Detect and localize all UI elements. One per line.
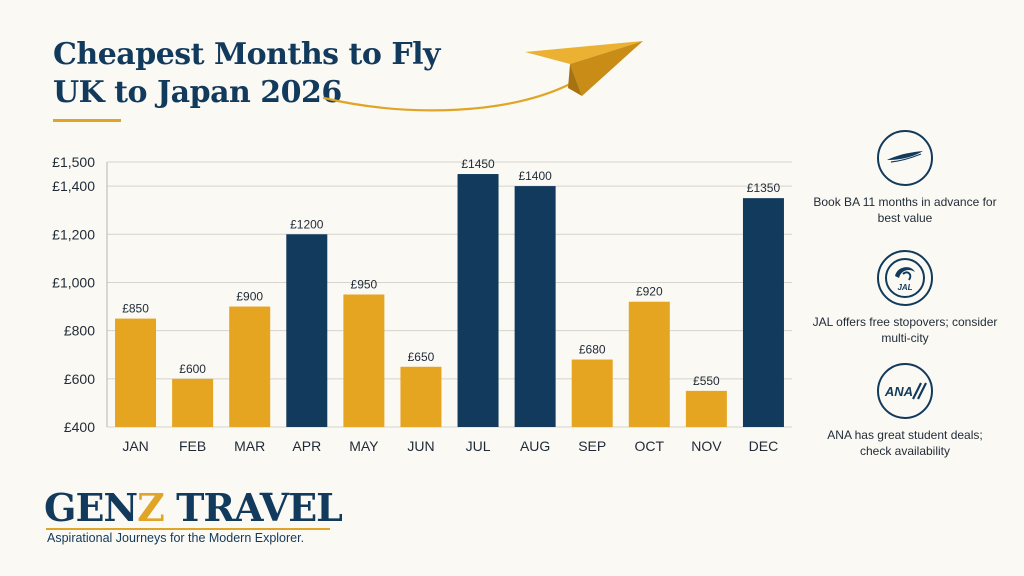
labels-layer: £400 £600 £800 £1,000 £1,200 £1,400 £1,500 £850… <box>52 154 780 454</box>
brand-logo: GENZ TRAVEL <box>44 485 343 530</box>
bar-value-label: £1450 <box>461 157 495 171</box>
y-tick-label: £600 <box>64 371 95 387</box>
jal-icon: JAL <box>877 250 933 306</box>
tip-jal: JAL JAL offers free stopovers; consider … <box>812 250 998 346</box>
brand-underline <box>46 528 330 530</box>
price-bar-chart: £400 £600 £800 £1,000 £1,200 £1,400 £1,500 £850… <box>52 154 792 454</box>
bar-value-label: £900 <box>236 290 263 304</box>
bar-may <box>343 294 385 427</box>
bar-jul <box>457 174 499 427</box>
y-tick-label: £1,500 <box>52 154 95 170</box>
title-line-1: Cheapest Months to Fly <box>53 37 440 72</box>
y-tick-label: £1,200 <box>52 226 95 242</box>
bar-nov <box>685 390 727 427</box>
bar-value-label: £950 <box>351 278 378 292</box>
bar-feb <box>172 378 214 427</box>
plane-fold <box>568 64 582 96</box>
title-underline <box>53 119 121 122</box>
x-tick-label: AUG <box>520 438 550 454</box>
page-title: Cheapest Months to Fly UK to Japan 2026 <box>53 36 440 112</box>
brand-tagline: Aspirational Journeys for the Modern Exp… <box>47 531 305 545</box>
x-tick-label: NOV <box>691 438 722 454</box>
bar-mar <box>229 306 271 427</box>
grid-layer <box>106 161 792 428</box>
x-tick-label: DEC <box>749 438 779 454</box>
bar-oct <box>628 301 670 427</box>
tip-ana: ANA ANA has great student deals; check a… <box>812 363 998 459</box>
bar-jun <box>400 366 442 427</box>
tip-text: Book BA 11 months in advance for best va… <box>813 195 997 225</box>
x-tick-label: MAR <box>234 438 265 454</box>
bar-value-label: £1350 <box>747 181 781 195</box>
y-tick-label: £800 <box>64 323 95 339</box>
paper-plane-icon <box>322 41 643 112</box>
x-tick-label: JUL <box>466 438 491 454</box>
ana-logo-text: ANA <box>884 384 913 399</box>
bar-aug <box>514 186 556 427</box>
bar-value-label: £550 <box>693 374 720 388</box>
brand-part-2: TRAVEL <box>163 485 343 530</box>
bar-jan <box>115 318 157 427</box>
x-tick-label: JAN <box>122 438 148 454</box>
bar-sep <box>571 359 613 427</box>
x-tick-label: JUN <box>407 438 434 454</box>
plane-top-wing <box>525 41 643 64</box>
british-airways-icon <box>877 130 933 186</box>
bar-value-label: £680 <box>579 343 606 357</box>
bars-layer <box>115 174 784 427</box>
bar-value-label: £600 <box>179 362 206 376</box>
x-tick-label: MAY <box>349 438 379 454</box>
bar-value-label: £920 <box>636 285 663 299</box>
tip-text: ANA has great student deals; check avail… <box>827 428 983 458</box>
brand-part-1: GEN <box>44 485 138 530</box>
bar-value-label: £1200 <box>290 217 324 231</box>
bar-value-label: £850 <box>122 302 149 316</box>
bar-apr <box>286 234 328 427</box>
jal-logo-text: JAL <box>897 283 912 292</box>
y-tick-label: £1,000 <box>52 274 95 290</box>
plane-bottom-wing <box>570 41 643 96</box>
bar-dec <box>742 198 784 427</box>
flight-path-line <box>322 82 572 112</box>
tip-text: JAL offers free stopovers; consider mult… <box>812 315 998 345</box>
x-tick-label: OCT <box>635 438 665 454</box>
bar-value-label: £1400 <box>518 169 552 183</box>
tip-british-airways: Book BA 11 months in advance for best va… <box>812 130 998 226</box>
ana-icon: ANA <box>877 363 933 419</box>
bar-value-label: £650 <box>408 350 435 364</box>
y-tick-label: £400 <box>64 419 95 435</box>
x-tick-label: APR <box>292 438 321 454</box>
title-line-2: UK to Japan 2026 <box>53 75 342 110</box>
x-tick-label: SEP <box>578 438 606 454</box>
brand-accent-letter: Z <box>137 485 165 530</box>
x-tick-label: FEB <box>179 438 206 454</box>
y-tick-label: £1,400 <box>52 178 95 194</box>
